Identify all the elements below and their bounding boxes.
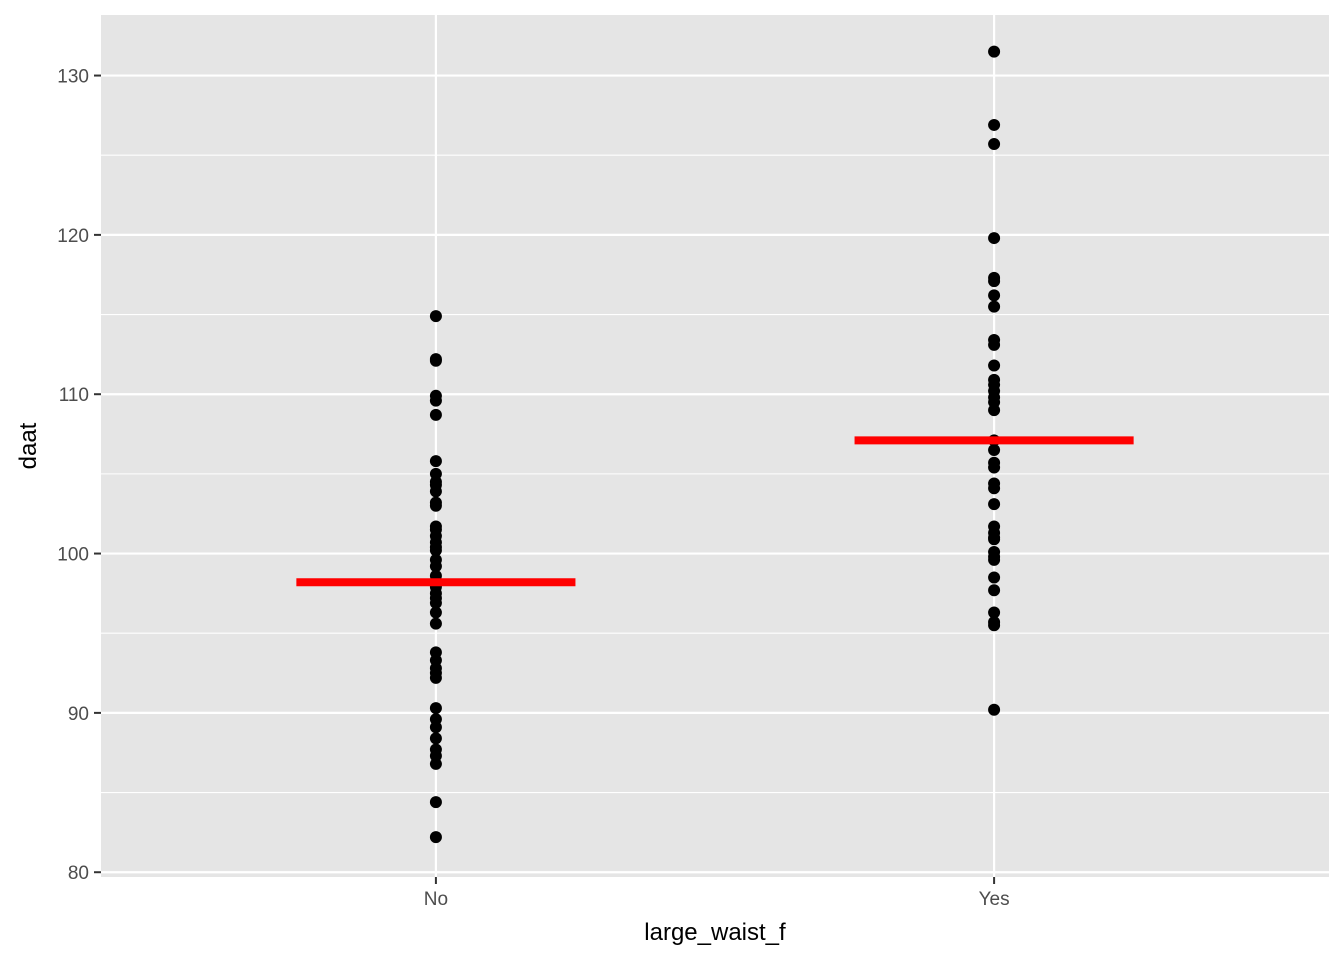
data-point	[988, 138, 1001, 151]
data-point	[429, 354, 442, 367]
y-tick-label: 90	[68, 704, 89, 725]
data-point	[429, 732, 442, 745]
data-point	[429, 485, 442, 498]
data-point	[429, 757, 442, 770]
data-point	[988, 45, 1001, 58]
data-point	[429, 606, 442, 619]
data-point	[988, 703, 1001, 716]
y-tick-label: 130	[57, 67, 89, 88]
data-point	[988, 482, 1001, 495]
data-point	[988, 359, 1001, 372]
y-tick-label: 80	[68, 863, 89, 884]
x-tick-label: Yes	[979, 889, 1010, 910]
data-point	[988, 606, 1001, 619]
data-point	[429, 671, 442, 684]
data-point	[988, 443, 1001, 456]
x-axis: No Yes	[424, 877, 1010, 910]
data-point	[988, 289, 1001, 302]
x-tick-label: No	[424, 889, 448, 910]
data-point	[429, 455, 442, 468]
data-point	[429, 499, 442, 512]
data-points	[429, 45, 1001, 844]
data-point	[988, 553, 1001, 566]
data-point	[429, 544, 442, 557]
mean-lines	[296, 436, 1134, 587]
data-point	[429, 310, 442, 323]
data-point	[988, 404, 1001, 417]
data-point	[988, 118, 1001, 131]
data-point	[429, 702, 442, 715]
data-point	[988, 275, 1001, 288]
data-point	[429, 394, 442, 407]
data-point	[429, 831, 442, 844]
x-axis-title: large_waist_f	[644, 919, 786, 946]
data-point	[988, 338, 1001, 351]
data-point	[988, 498, 1001, 511]
data-point	[988, 232, 1001, 245]
y-axis-title: daat	[15, 422, 42, 469]
data-point	[429, 796, 442, 809]
data-point	[429, 408, 442, 421]
data-point	[988, 533, 1001, 546]
data-point	[988, 619, 1001, 632]
y-tick-label: 110	[59, 385, 89, 406]
y-tick-label: 120	[57, 226, 89, 247]
data-point	[429, 560, 442, 573]
minor-gridlines	[101, 154, 1329, 794]
data-point	[988, 300, 1001, 313]
data-point	[429, 596, 442, 609]
y-axis: 80 90 100 110 120 130	[57, 67, 101, 884]
data-point	[988, 584, 1001, 597]
data-point	[988, 461, 1001, 474]
data-point	[429, 721, 442, 734]
data-point	[429, 617, 442, 630]
data-point	[988, 571, 1001, 584]
y-tick-label: 100	[57, 545, 89, 566]
plot-panel	[101, 15, 1329, 877]
